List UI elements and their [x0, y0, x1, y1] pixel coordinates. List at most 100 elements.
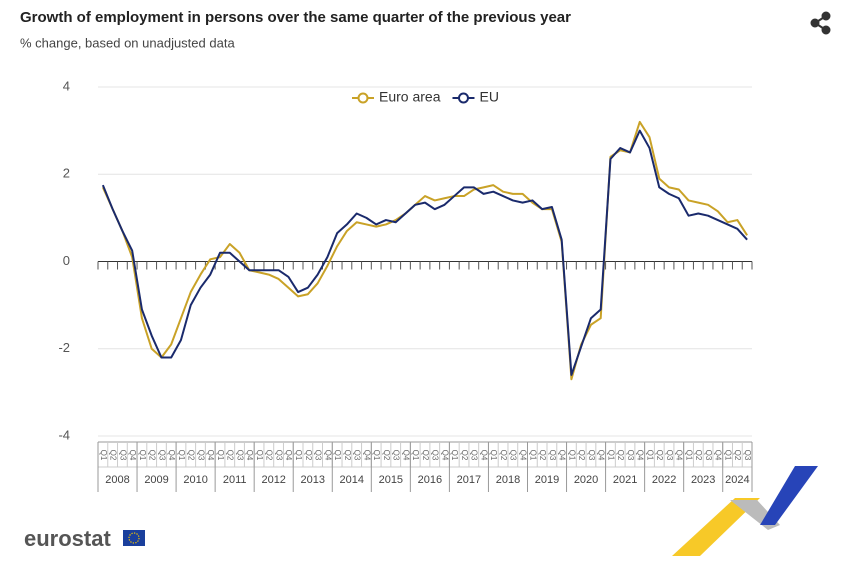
x-tick-label: Q2 — [109, 450, 118, 461]
x-tick-label: Q3 — [235, 450, 244, 461]
x-tick-label: Q1 — [294, 450, 303, 461]
series-line — [101, 120, 748, 381]
x-tick-label: Q2 — [577, 450, 586, 461]
y-tick-label: 0 — [63, 253, 70, 268]
x-tick-label: Q2 — [382, 450, 391, 461]
x-tick-label: Q3 — [157, 450, 166, 461]
x-tick-label: Q4 — [128, 450, 137, 461]
year-label: 2010 — [183, 474, 207, 486]
x-tick-label: Q1 — [645, 450, 654, 461]
x-tick-label: Q4 — [323, 450, 332, 461]
x-tick-label: Q4 — [440, 450, 449, 461]
x-tick-label: Q3 — [353, 450, 362, 461]
x-tick-label: Q1 — [138, 450, 147, 461]
x-tick-label: Q4 — [519, 450, 528, 461]
decoration — [672, 466, 818, 556]
x-tick-label: Q2 — [694, 450, 703, 461]
x-tick-label: Q2 — [499, 450, 508, 461]
x-tick-label: Q1 — [684, 450, 693, 461]
legend-item[interactable]: EU — [452, 89, 499, 105]
year-label: 2009 — [144, 474, 168, 486]
x-tick-label: Q4 — [675, 450, 684, 461]
x-tick-label: Q1 — [216, 450, 225, 461]
x-tick-label: Q4 — [558, 450, 567, 461]
x-tick-label: Q4 — [245, 450, 254, 461]
x-tick-label: Q3 — [548, 450, 557, 461]
eu-flag — [123, 530, 145, 546]
x-tick-label: Q1 — [99, 450, 108, 461]
year-label: 2020 — [574, 474, 598, 486]
x-tick-label: Q4 — [714, 450, 723, 461]
x-tick-label: Q1 — [723, 450, 732, 461]
year-label: 2018 — [496, 474, 520, 486]
x-tick-label: Q2 — [616, 450, 625, 461]
y-tick-label: 4 — [63, 78, 70, 93]
x-tick-label: Q1 — [333, 450, 342, 461]
x-tick-label: Q4 — [401, 450, 410, 461]
x-tick-label: Q2 — [421, 450, 430, 461]
x-tick-label: Q4 — [362, 450, 371, 461]
x-tick-label: Q2 — [343, 450, 352, 461]
x-tick-label: Q3 — [626, 450, 635, 461]
year-label: 2017 — [457, 474, 481, 486]
x-tick-label: Q2 — [226, 450, 235, 461]
x-tick-label: Q2 — [148, 450, 157, 461]
series-line — [101, 129, 748, 376]
x-tick-label: Q3 — [118, 450, 127, 461]
x-tick-label: Q4 — [479, 450, 488, 461]
x-tick-label: Q1 — [450, 450, 459, 461]
x-tick-label: Q2 — [538, 450, 547, 461]
chart-title: Growth of employment in persons over the… — [20, 9, 571, 26]
year-label: 2023 — [691, 474, 715, 486]
x-tick-label: Q2 — [265, 450, 274, 461]
legend-marker — [457, 92, 469, 104]
year-label: 2013 — [301, 474, 325, 486]
x-tick-label: Q1 — [177, 450, 186, 461]
legend-item[interactable]: Euro area — [352, 89, 441, 105]
x-tick-label: Q1 — [411, 450, 420, 461]
eu-stars — [128, 532, 140, 544]
x-tick-label: Q4 — [167, 450, 176, 461]
x-tick-label: Q3 — [392, 450, 401, 461]
y-tick-label: -2 — [58, 340, 70, 355]
x-tick-label: Q3 — [509, 450, 518, 461]
x-tick-label: Q2 — [733, 450, 742, 461]
share-icon[interactable] — [810, 11, 831, 35]
x-tick-label: Q1 — [255, 450, 264, 461]
x-tick-label: Q2 — [304, 450, 313, 461]
x-tick-label: Q3 — [665, 450, 674, 461]
x-tick-label: Q4 — [284, 450, 293, 461]
year-label: 2021 — [613, 474, 637, 486]
chart-subtitle: % change, based on unadjusted data — [20, 35, 235, 50]
x-tick-label: Q2 — [187, 450, 196, 461]
legend-label: Euro area — [379, 89, 441, 105]
year-label: 2019 — [535, 474, 559, 486]
x-tick-label: Q3 — [470, 450, 479, 461]
year-label: 2022 — [652, 474, 676, 486]
x-tick-label: Q2 — [655, 450, 664, 461]
year-label: 2024 — [725, 474, 749, 486]
year-label: 2011 — [223, 474, 247, 486]
x-tick-label: Q3 — [314, 450, 323, 461]
x-tick-label: Q1 — [528, 450, 537, 461]
x-tick-label: Q1 — [489, 450, 498, 461]
x-tick-label: Q4 — [597, 450, 606, 461]
year-label: 2008 — [105, 474, 129, 486]
x-tick-label: Q3 — [704, 450, 713, 461]
y-tick-label: 2 — [63, 166, 70, 181]
year-label: 2016 — [418, 474, 442, 486]
x-tick-label: Q3 — [431, 450, 440, 461]
year-label: 2015 — [379, 474, 403, 486]
legend-label: EU — [479, 89, 498, 105]
y-tick-label: -4 — [58, 427, 70, 442]
year-label: 2014 — [340, 474, 364, 486]
x-tick-label: Q4 — [636, 450, 645, 461]
logo-text: eurostat — [24, 526, 111, 551]
x-tick-label: Q1 — [606, 450, 615, 461]
legend-marker — [357, 92, 369, 104]
year-label: 2012 — [261, 474, 285, 486]
x-tick-label: Q2 — [460, 450, 469, 461]
x-tick-label: Q3 — [587, 450, 596, 461]
